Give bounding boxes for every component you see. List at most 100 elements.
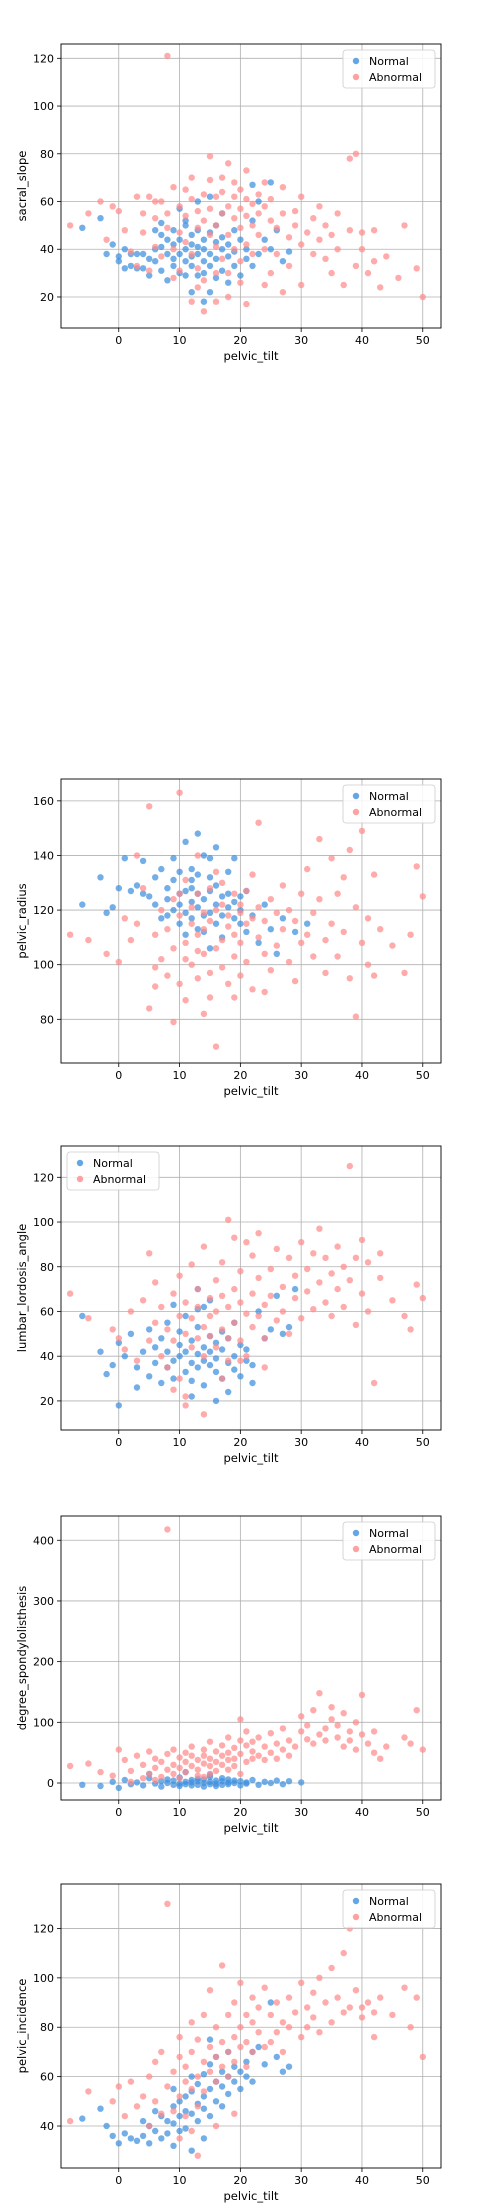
data-point-abnormal (328, 2019, 335, 2026)
data-point-abnormal (322, 1999, 329, 2006)
data-point-normal (109, 904, 116, 911)
data-point-normal (170, 255, 177, 262)
data-point-abnormal (328, 1312, 335, 1320)
series-normal (79, 1768, 305, 1792)
data-point-abnormal (133, 920, 141, 927)
data-point-abnormal (194, 1303, 201, 1311)
data-point-normal (176, 2112, 183, 2120)
data-point-abnormal (121, 915, 128, 922)
data-point-normal (109, 1361, 116, 1369)
data-point-normal (188, 2073, 195, 2080)
data-point-abnormal (109, 1772, 116, 1779)
data-point-normal (121, 1353, 128, 1360)
legend-box (342, 784, 436, 824)
data-point-abnormal (182, 2112, 189, 2120)
data-point-abnormal (419, 1746, 426, 1753)
data-point-abnormal (261, 2043, 268, 2051)
data-point-normal (152, 227, 159, 234)
data-point-normal (218, 893, 226, 900)
data-point-abnormal (182, 1768, 189, 1776)
data-point-abnormal (115, 1746, 123, 1753)
data-point-abnormal (364, 269, 372, 277)
data-point-abnormal (298, 193, 305, 200)
data-point-abnormal (255, 934, 262, 941)
data-point-abnormal (364, 1999, 372, 2006)
plot-frame (60, 43, 442, 329)
data-point-abnormal (291, 917, 299, 925)
data-point-abnormal (115, 207, 123, 215)
data-point-abnormal (218, 879, 226, 886)
y-axis-label: pelvic_radius (15, 883, 29, 958)
data-point-normal (237, 272, 244, 279)
data-point-abnormal (352, 1254, 360, 1262)
data-point-abnormal (152, 2098, 159, 2105)
data-point-normal (158, 1783, 165, 1790)
data-point-abnormal (340, 1710, 347, 1717)
y-tick-label: 80 (40, 2021, 54, 2034)
data-point-normal (182, 1312, 189, 1320)
data-point-abnormal (310, 1740, 317, 1747)
data-point-normal (261, 236, 268, 243)
data-point-abnormal (401, 1984, 408, 1991)
data-point-normal (200, 258, 208, 265)
data-point-abnormal (237, 205, 244, 212)
data-point-abnormal (212, 2053, 220, 2061)
data-point-abnormal (273, 224, 280, 231)
data-point-abnormal (146, 2073, 153, 2080)
data-point-abnormal (176, 229, 183, 236)
data-point-abnormal (285, 1752, 293, 1759)
scatter-chart-4: 0 10 20 30 40 50 40 60 80 100 120 pelvic_tilt pelvic… (15, 1883, 442, 2203)
data-point-abnormal (127, 248, 135, 255)
data-point-normal (212, 882, 220, 889)
data-point-normal (170, 906, 177, 914)
data-point-normal (206, 1781, 214, 1788)
data-point-abnormal (237, 1337, 244, 1344)
data-point-abnormal (158, 906, 165, 914)
data-point-normal (231, 1353, 238, 1360)
data-point-normal (170, 227, 177, 234)
data-point-abnormal (170, 896, 177, 903)
data-point-abnormal (237, 939, 244, 946)
scatter-chart-0: 0 10 20 30 40 50 20 40 60 80 100 120 pelvic_tilt sacr… (15, 43, 442, 363)
data-point-abnormal (170, 1761, 177, 1769)
data-point-abnormal (328, 1716, 335, 1723)
data-point-normal (170, 1375, 177, 1382)
data-point-normal (121, 2130, 128, 2137)
data-point-normal (188, 915, 195, 922)
data-point-abnormal (243, 195, 250, 203)
data-point-normal (267, 1779, 274, 1787)
data-point-normal (115, 2140, 123, 2147)
data-point-normal (279, 1330, 287, 1338)
data-point-abnormal (115, 2083, 123, 2090)
data-point-normal (225, 1388, 232, 1396)
data-point-normal (200, 298, 208, 305)
data-point-normal (158, 2135, 165, 2142)
y-tick-label: 300 (33, 1595, 54, 1608)
x-axis-label: pelvic_tilt (223, 349, 279, 363)
data-point-abnormal (127, 2078, 135, 2085)
scatter-chart-3: 0 10 20 30 40 50 0 100 200 300 400 pelvic_tilt degre… (15, 1515, 442, 1835)
data-point-normal (218, 1775, 226, 1782)
data-point-abnormal (304, 2024, 311, 2031)
data-point-abnormal (164, 926, 171, 933)
data-point-normal (249, 1361, 256, 1369)
data-point-abnormal (225, 923, 232, 930)
data-point-abnormal (261, 179, 268, 186)
data-point-normal (170, 2085, 177, 2093)
data-point-normal (182, 217, 189, 224)
data-point-normal (139, 250, 147, 258)
data-point-normal (97, 1348, 104, 1355)
y-tick-label: 40 (40, 243, 54, 256)
data-point-abnormal (139, 2093, 147, 2100)
data-point-normal (267, 179, 274, 186)
data-point-normal (249, 217, 256, 224)
data-point-normal (158, 219, 165, 227)
data-point-abnormal (316, 896, 323, 903)
data-point-abnormal (218, 1259, 226, 1266)
data-point-abnormal (334, 1285, 341, 1293)
legend-marker-abnormal (352, 808, 360, 816)
data-point-abnormal (176, 1764, 183, 1772)
x-tick-label: 30 (294, 1069, 308, 1082)
data-point-abnormal (352, 1987, 360, 1994)
data-point-abnormal (346, 1728, 353, 1735)
